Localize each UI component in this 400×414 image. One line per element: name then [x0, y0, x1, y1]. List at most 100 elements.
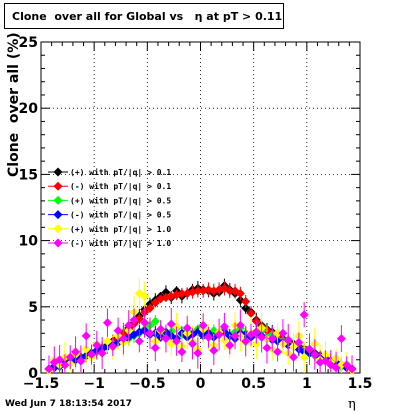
data-point: [108, 342, 118, 352]
legend-marker: [53, 167, 63, 177]
data-point: [182, 323, 192, 333]
data-point: [273, 328, 283, 338]
data-point: [347, 364, 357, 374]
data-point: [235, 320, 245, 330]
y-tick-label: 20: [19, 101, 39, 117]
data-point: [219, 322, 229, 332]
data-point: [81, 331, 91, 341]
data-point: [241, 303, 251, 313]
x-tick-label: −0.5: [129, 376, 166, 392]
legend-entry: (+) with pT/|q| > 1.0: [70, 224, 171, 234]
data-point: [140, 291, 150, 301]
data-point: [113, 326, 123, 336]
plot-frame: [40, 41, 361, 374]
data-point: [55, 355, 65, 365]
data-point: [172, 336, 182, 346]
y-tick-label: 10: [19, 234, 39, 250]
timestamp-footer: Wed Jun 7 18:13:54 2017: [5, 399, 132, 409]
data-point: [320, 356, 330, 366]
data-point: [193, 286, 203, 296]
y-tick-label: 15: [19, 167, 38, 183]
x-tick-label: −1.5: [23, 376, 60, 392]
x-tick-label: 0: [196, 376, 206, 392]
x-tick-label: 1: [302, 376, 312, 392]
data-point: [241, 297, 251, 307]
data-point: [177, 347, 187, 357]
data-point: [299, 310, 309, 320]
data-point: [81, 344, 91, 354]
data-point: [134, 336, 144, 346]
data-point: [267, 334, 277, 344]
data-point: [241, 336, 251, 346]
data-point: [299, 352, 309, 362]
legend-entry: (+) with pT/|q| > 0.5: [70, 195, 171, 205]
tick-labels: −1.5 −1 −0.5 0 0.5 1 1.5 0 5 10 15 20 25: [19, 35, 373, 392]
data-point: [193, 348, 203, 358]
legend-marker: [53, 195, 63, 205]
data-point: [273, 347, 283, 357]
legend: (+) with pT/|q| > 0.1 (-) with pT/|q| > 0…: [48, 167, 171, 248]
data-markers: [44, 278, 357, 375]
data-point: [246, 308, 256, 318]
data-point: [342, 360, 352, 370]
data-point: [145, 303, 155, 313]
data-point: [289, 352, 299, 362]
data-point: [294, 338, 304, 348]
data-point: [124, 320, 134, 330]
data-point: [331, 363, 341, 373]
data-point: [198, 320, 208, 330]
data-point: [65, 352, 75, 362]
legend-marker: [53, 238, 63, 248]
data-point: [44, 364, 54, 374]
data-point: [129, 315, 139, 325]
data-point: [225, 340, 235, 350]
data-point: [214, 330, 224, 340]
data-point: [209, 345, 219, 355]
data-point: [166, 319, 176, 329]
data-point: [310, 349, 320, 359]
x-tick-label: −1: [83, 376, 104, 392]
legend-marker: [53, 224, 63, 234]
data-point: [150, 298, 160, 308]
data-point: [150, 316, 160, 326]
data-point: [150, 343, 160, 353]
y-tick-label: 5: [28, 300, 38, 316]
data-point: [87, 349, 97, 359]
data-point: [102, 318, 112, 328]
y-tick-label: 25: [19, 35, 38, 51]
y-tick-label: 0: [28, 366, 38, 382]
data-point: [145, 328, 155, 338]
data-point: [76, 356, 86, 366]
data-point: [278, 328, 288, 338]
legend-marker: [53, 181, 63, 191]
data-point: [225, 286, 235, 296]
data-point: [262, 343, 272, 353]
data-point: [60, 360, 70, 370]
data-point: [71, 347, 81, 357]
data-point: [283, 335, 293, 345]
data-point: [188, 339, 198, 349]
data-point: [230, 331, 240, 341]
data-point: [251, 327, 261, 337]
legend-entry: (-) with pT/|q| > 0.1: [70, 181, 171, 191]
legend-entry: (+) with pT/|q| > 0.1: [70, 167, 171, 177]
data-point: [156, 324, 166, 334]
y-axis-label: Clone over all (%): [6, 32, 22, 177]
legend-entry: (-) with pT/|q| > 0.5: [70, 210, 171, 220]
chart-title: Clone over all for Global vs η at pT > 0…: [4, 3, 284, 29]
data-point: [118, 334, 128, 344]
data-point: [140, 318, 150, 328]
data-point: [235, 289, 245, 299]
x-tick-label: 0.5: [241, 376, 266, 392]
data-point: [97, 348, 107, 358]
data-point: [102, 336, 112, 346]
data-point: [251, 339, 261, 349]
data-point: [257, 332, 267, 342]
series-5: [44, 302, 357, 374]
data-point: [161, 287, 171, 297]
x-tick-label: 1.5: [348, 376, 373, 392]
data-point: [203, 332, 213, 342]
data-point: [177, 289, 187, 299]
data-point: [336, 334, 346, 344]
